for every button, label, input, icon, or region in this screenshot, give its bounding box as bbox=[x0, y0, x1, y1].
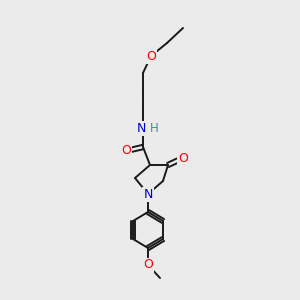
Text: O: O bbox=[178, 152, 188, 164]
Text: N: N bbox=[143, 188, 153, 200]
Text: O: O bbox=[121, 145, 131, 158]
Text: H: H bbox=[150, 122, 159, 134]
Text: O: O bbox=[143, 259, 153, 272]
Text: N: N bbox=[136, 122, 146, 134]
Text: O: O bbox=[146, 50, 156, 62]
